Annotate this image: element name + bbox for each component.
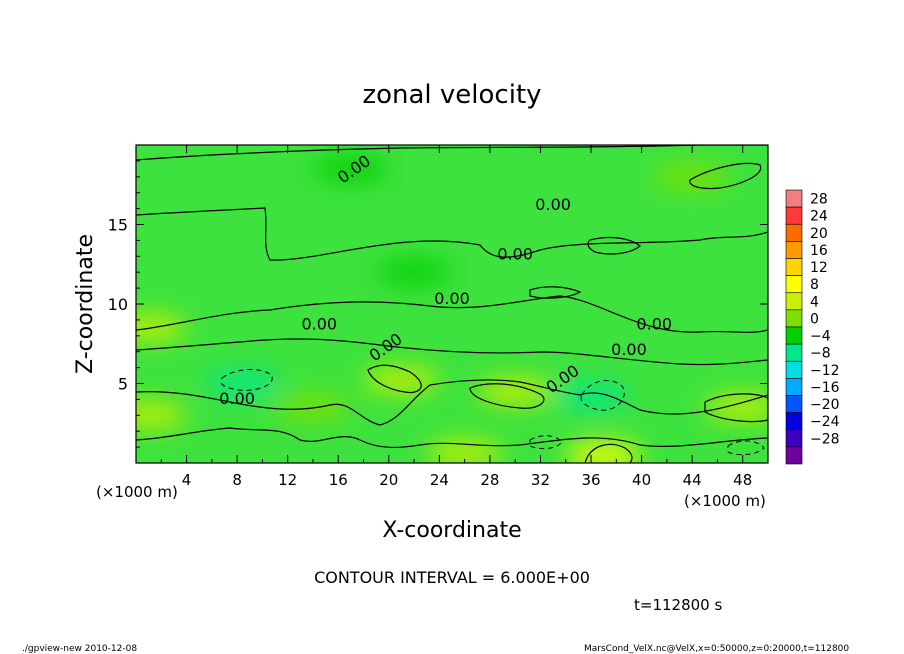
colorbar-swatch bbox=[785, 189, 803, 208]
contour-line bbox=[136, 427, 768, 448]
footer-left: ./gpview-new 2010-12-08 bbox=[22, 644, 137, 654]
dashed-contour-line bbox=[220, 369, 273, 391]
colorbar-swatch bbox=[785, 343, 803, 362]
x-axis-label: X-coordinate bbox=[382, 518, 521, 543]
contour-line bbox=[469, 383, 545, 409]
colorbar-swatch bbox=[785, 326, 803, 345]
colorbar-label: −12 bbox=[810, 363, 840, 379]
contour-line bbox=[529, 286, 582, 299]
colorbar-swatch bbox=[785, 241, 803, 259]
x-tick-label: 28 bbox=[480, 471, 499, 489]
contour-line bbox=[367, 364, 422, 394]
x-tick-label: 36 bbox=[581, 471, 600, 489]
contour-line bbox=[584, 443, 633, 463]
contour-labels: 0.000.000.000.000.00 0.000.00 0.000.000.00 bbox=[219, 151, 672, 408]
colorbar-swatch bbox=[785, 412, 803, 431]
field-blob bbox=[654, 162, 731, 191]
colorbar-swatch bbox=[785, 292, 803, 311]
dashed-contour-line bbox=[580, 380, 625, 411]
field-blob bbox=[136, 401, 187, 430]
field-blob bbox=[376, 258, 453, 287]
y-axis-label: Z-coordinate bbox=[73, 234, 98, 374]
dashed-contour-lines bbox=[220, 369, 765, 456]
colorbar-label: −24 bbox=[810, 414, 840, 430]
colorbar-label: 4 bbox=[810, 294, 819, 310]
contour-label: 0.00 bbox=[535, 195, 571, 214]
field-blob bbox=[136, 313, 187, 342]
colorbar-label: 24 bbox=[810, 209, 828, 225]
contour-label: 0.00 bbox=[301, 314, 337, 333]
chart-title: zonal velocity bbox=[362, 80, 541, 110]
contour-label: 0.00 bbox=[636, 314, 672, 333]
colorbar-swatch bbox=[785, 206, 803, 225]
field-blob bbox=[477, 377, 554, 406]
contour-label: 0.00 bbox=[434, 289, 470, 308]
time-label: t=112800 s bbox=[634, 596, 722, 614]
x-tick-label: 12 bbox=[278, 471, 297, 489]
colorbar-label: 20 bbox=[810, 226, 828, 242]
plot-area: 0.000.000.000.000.00 0.000.00 0.000.000.00 bbox=[136, 145, 768, 463]
field-blob bbox=[312, 154, 389, 183]
contour-line bbox=[587, 236, 641, 255]
x-tick-label: 44 bbox=[683, 471, 702, 489]
x-tick-label: 48 bbox=[733, 471, 752, 489]
contour-line bbox=[136, 338, 768, 366]
x-tick-label: 24 bbox=[430, 471, 449, 489]
colorbar-swatch bbox=[785, 309, 803, 328]
colorbar-label: 8 bbox=[810, 277, 819, 293]
y-tick-label: 5 bbox=[118, 375, 128, 394]
colorbar-label: −8 bbox=[810, 346, 831, 362]
colorbar-label: −20 bbox=[810, 397, 840, 413]
field-background bbox=[136, 145, 768, 463]
contour-lines bbox=[136, 145, 768, 463]
colorbar-label: 16 bbox=[810, 243, 828, 259]
x-tick-label: 8 bbox=[232, 471, 242, 489]
dashed-contour-line bbox=[529, 435, 563, 450]
colorbar-label: −16 bbox=[810, 380, 840, 396]
colorbar-label: 0 bbox=[810, 311, 819, 327]
y-tick-label: 10 bbox=[108, 295, 128, 314]
field-blob bbox=[274, 393, 351, 422]
colorbar-swatch bbox=[785, 258, 803, 276]
colorbar-label: −4 bbox=[810, 329, 831, 345]
contour-label: 0.00 bbox=[497, 244, 533, 263]
contour-line bbox=[136, 379, 768, 426]
contour-line bbox=[689, 162, 762, 190]
contour-label: 0.00 bbox=[219, 389, 255, 408]
dashed-contour-line bbox=[727, 440, 765, 456]
colorbar-swatch bbox=[785, 395, 803, 413]
x-tick-label: 32 bbox=[531, 471, 550, 489]
colorbar-swatch bbox=[785, 223, 803, 242]
contour-interval-text: CONTOUR INTERVAL = 6.000E+00 bbox=[314, 568, 590, 587]
x-tick-label: 40 bbox=[632, 471, 651, 489]
x-unit-right: (×1000 m) bbox=[684, 492, 766, 510]
colorbar-swatch bbox=[785, 378, 803, 396]
colorbar-swatch bbox=[785, 446, 803, 465]
colorbar-swatch bbox=[785, 360, 803, 379]
colorbar-swatch bbox=[785, 429, 803, 448]
contour-line bbox=[704, 393, 768, 423]
colorbar-label: 12 bbox=[810, 260, 828, 276]
colorbar-label: −28 bbox=[810, 431, 840, 447]
x-tick-label: 16 bbox=[329, 471, 348, 489]
contour-line bbox=[136, 207, 768, 261]
field-blob bbox=[553, 382, 630, 411]
contour-label: 0.00 bbox=[611, 340, 647, 359]
colorbar-swatch bbox=[785, 275, 803, 294]
y-tick-label: 15 bbox=[108, 216, 128, 235]
x-unit-left: (×1000 m) bbox=[96, 483, 178, 501]
x-tick-label: 20 bbox=[379, 471, 398, 489]
footer-right: MarsCond_VelX.nc@VelX,x=0:50000,z=0:2000… bbox=[584, 644, 849, 654]
colorbar-label: 28 bbox=[810, 192, 828, 208]
contour-line bbox=[136, 295, 768, 333]
contour-line bbox=[136, 145, 768, 161]
x-tick-label: 4 bbox=[182, 471, 192, 489]
